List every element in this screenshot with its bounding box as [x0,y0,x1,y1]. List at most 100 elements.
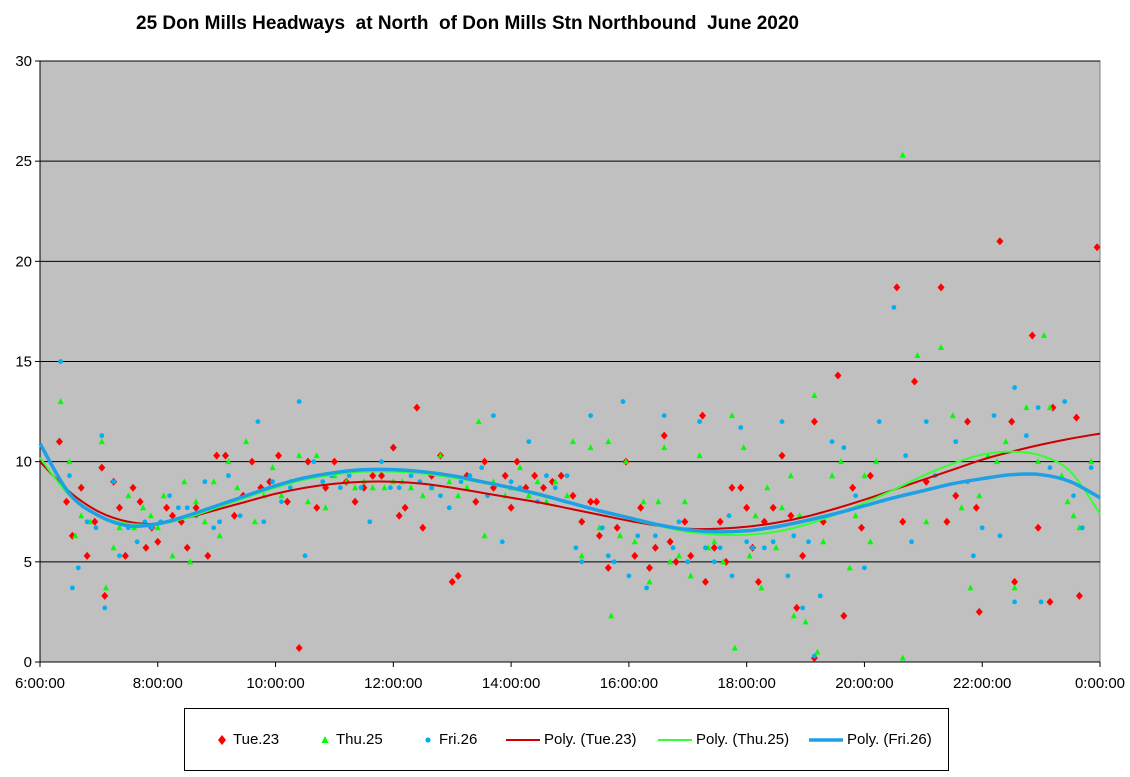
data-point-tue23 [1093,243,1101,252]
data-point-tue23 [448,577,456,586]
data-point-fri26 [429,485,435,491]
data-point-thu25 [251,518,258,525]
data-point-thu25 [852,512,859,519]
data-point-thu25 [243,438,250,445]
data-point-fri26 [491,413,496,418]
data-point-fri26 [111,479,117,485]
data-point-tue23 [192,503,200,512]
data-point-thu25 [201,518,208,525]
data-point-thu25 [711,538,718,545]
data-point-thu25 [914,351,921,358]
data-point-tue23 [787,511,795,520]
data-point-fri26 [337,485,343,491]
data-point-fri26 [761,545,767,551]
data-point-fri26 [791,533,797,539]
data-point-thu25 [160,492,167,499]
data-point-fri26 [84,519,90,525]
data-point-tue23 [710,543,718,552]
legend-item-thu25: Thu.25 [318,709,383,770]
data-point-tue23 [129,483,137,492]
data-point-fri26 [311,459,317,465]
data-point-thu25 [923,518,930,525]
data-point-fri26 [58,359,64,364]
data-point-fri26 [346,473,352,479]
legend-label: Tue.23 [233,731,280,748]
data-point-fri26 [800,605,806,611]
data-point-fri26 [102,605,108,611]
data-point-tue23 [799,551,807,560]
data-point-thu25 [1041,331,1048,338]
data-point-thu25 [154,524,161,531]
data-point-thu25 [278,492,285,499]
data-point-thu25 [837,458,844,465]
data-point-tue23 [183,543,191,552]
data-point-fri26 [644,585,649,591]
data-point-fri26 [862,565,867,571]
x-tick-label: 22:00:00 [953,675,1011,692]
data-point-tue23 [507,503,515,512]
data-point-tue23 [964,417,971,426]
data-point-tue23 [142,543,150,552]
data-point-tue23 [557,471,565,480]
data-point-thu25 [681,498,688,505]
data-point-tue23 [230,511,238,520]
data-point-thu25 [1046,404,1053,411]
data-point-thu25 [728,412,735,419]
data-point-fri26 [408,473,414,479]
data-point-fri26 [226,473,231,479]
data-point-fri26 [841,445,847,451]
data-point-thu25 [976,492,983,499]
legend-item-fri26: Fri.26 [421,709,477,770]
data-point-thu25 [1070,512,1077,519]
data-point-fri26 [605,553,611,559]
data-point-thu25 [169,552,176,559]
x-tick-label: 16:00:00 [600,675,658,692]
data-point-tue23 [413,403,421,412]
data-point-tue23 [83,551,91,560]
data-point-fri26 [685,559,691,565]
data-point-fri26 [175,505,181,511]
data-point-fri26 [564,473,570,479]
axes: 0 5 10 15 20 25 30 6:00:00 8:00:00 10:00:00 12:00:… [15,53,1125,692]
data-point-tue23 [996,237,1004,246]
data-point-fri26 [588,413,594,418]
y-tick-label: 25 [15,153,32,170]
data-point-fri26 [544,473,549,479]
data-point-tue23 [454,571,462,580]
data-point-tue23 [637,503,645,512]
data-point-thu25 [617,532,624,539]
data-point-thu25 [66,458,73,465]
data-point-thu25 [269,464,276,471]
data-point-tue23 [163,503,171,512]
data-point-tue23 [699,411,706,420]
data-point-thu25 [110,544,117,551]
data-point-tue23 [651,543,659,552]
data-point-fri26 [1012,385,1018,390]
data-point-thu25 [72,532,79,539]
data-point-thu25 [622,458,629,465]
data-point-fri26 [279,499,284,505]
data-point-thu25 [820,538,827,545]
data-point-fri26 [202,479,208,485]
data-point-tue23 [595,531,603,540]
legend-label: Poly. (Fri.26) [847,731,932,748]
data-point-fri26 [811,653,817,659]
data-point-fri26 [320,479,326,485]
trendlines [38,432,1101,537]
data-point-tue23 [849,483,857,492]
data-point-tue23 [116,503,123,512]
data-point-thu25 [1023,404,1030,411]
data-point-thu25 [764,484,771,491]
legend-item-tue23: Tue.23 [215,709,279,770]
data-point-tue23 [304,457,312,466]
data-point-fri26 [970,553,976,559]
data-point-tue23 [769,503,777,512]
data-point-thu25 [661,444,668,451]
data-point-fri26 [217,519,223,525]
data-point-tue23 [313,503,321,512]
data-point-tue23 [866,471,874,480]
data-point-thu25 [938,343,944,350]
data-point-thu25 [773,544,780,551]
data-point-thu25 [731,644,738,651]
data-point-tue23 [91,517,99,526]
